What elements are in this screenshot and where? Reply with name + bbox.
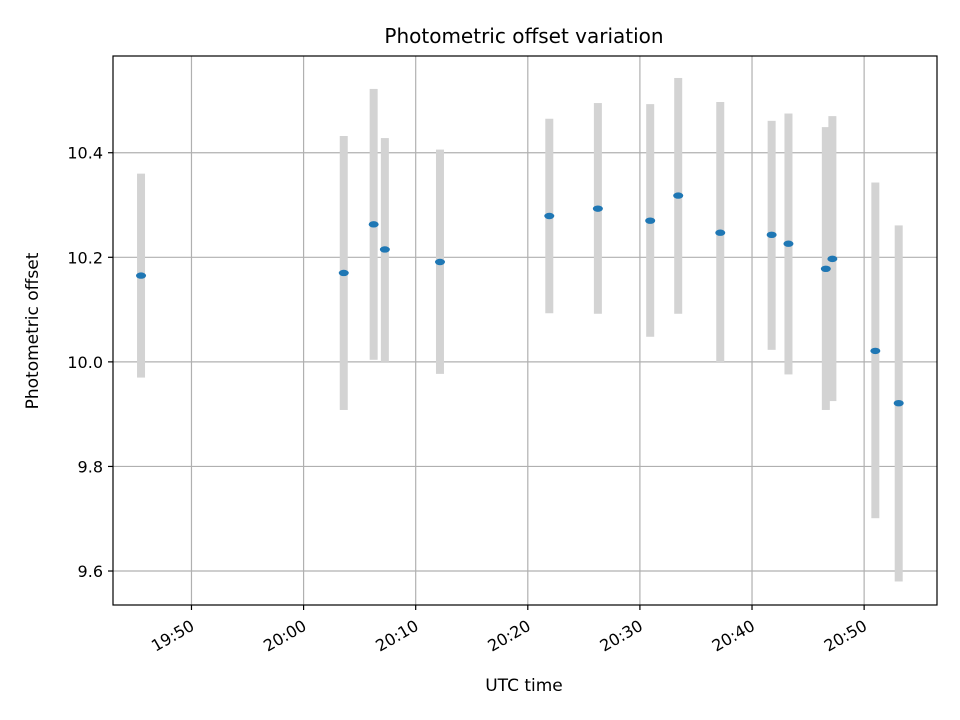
x-tick-label: 20:30 <box>596 616 645 656</box>
y-axis-label: Photometric offset <box>23 252 43 409</box>
data-point <box>368 221 379 228</box>
data-point <box>338 269 349 277</box>
data-point <box>783 240 794 247</box>
data-point <box>645 217 656 224</box>
x-axis-label: UTC time <box>485 676 563 696</box>
chart-title: Photometric offset variation <box>384 24 663 48</box>
x-tick-label: 20:20 <box>484 616 533 656</box>
x-tick-label: 20:10 <box>372 616 421 656</box>
y-tick-label: 9.8 <box>78 457 103 476</box>
errorbar-layer <box>137 77 903 582</box>
x-tick-label: 20:40 <box>709 616 758 656</box>
tick-layer: 19:50 20:00 20:10 20:20 20:30 20:40 20:50 9.6 9.… <box>67 144 870 656</box>
y-tick-label: 10.2 <box>67 248 103 267</box>
data-point <box>827 255 838 263</box>
data-point <box>820 265 831 273</box>
x-tick-label: 20:50 <box>821 616 870 656</box>
data-point <box>766 231 777 239</box>
y-tick-label: 10.4 <box>67 144 103 163</box>
data-point <box>870 347 881 355</box>
data-point <box>136 272 147 279</box>
y-tick-label: 9.6 <box>78 562 103 581</box>
x-tick-label: 19:50 <box>148 616 197 656</box>
data-point <box>434 258 445 266</box>
data-point <box>715 229 726 236</box>
plot-frame <box>112 55 938 606</box>
data-point <box>673 192 684 199</box>
data-point <box>893 399 904 407</box>
grid-layer <box>113 56 937 605</box>
data-point <box>544 212 555 220</box>
y-tick-label: 10.0 <box>67 353 103 372</box>
data-point <box>592 205 603 212</box>
point-layer <box>136 192 904 407</box>
data-point <box>379 246 390 253</box>
x-tick-label: 20:00 <box>260 616 309 656</box>
